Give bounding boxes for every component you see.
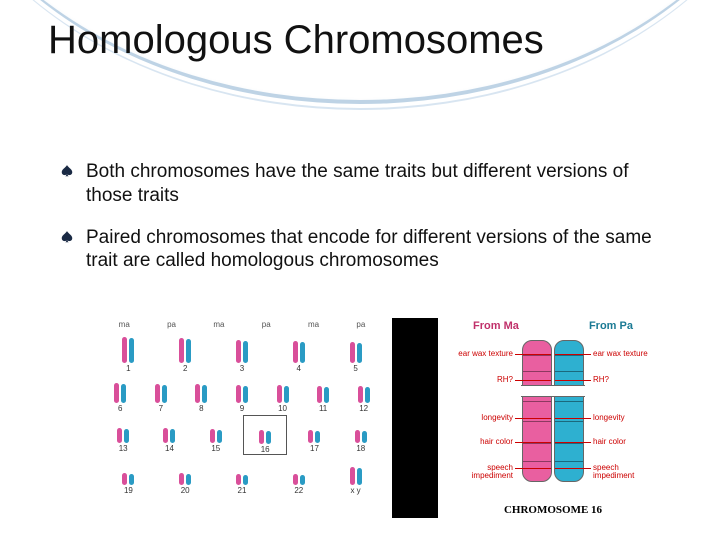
bullet-item: Paired chromosomes that encode for diffe…: [60, 226, 660, 274]
karyotype-pair: 18: [342, 415, 380, 455]
karyotype-pair: 12: [345, 375, 383, 413]
from-ma-label: From Ma: [473, 320, 519, 332]
chromosome16-figure: From Ma From Pa ear wax texture RH? longev…: [438, 318, 668, 518]
bullet-text: Paired chromosomes that encode for diffe…: [86, 226, 660, 274]
karyotype-figure: mapamapamapa 1 2 3 4 5 6 7: [92, 318, 438, 518]
karyotype-pair: 8: [182, 375, 220, 413]
chromatid-pa: [554, 340, 584, 482]
trait-label: RH?: [497, 376, 513, 384]
trait-label: longevity: [593, 414, 625, 422]
trait-label: ear wax texture: [593, 350, 648, 358]
trait-label: hair color: [480, 438, 513, 446]
karyotype-pair: 16: [243, 415, 287, 455]
karyotype-pair: 15: [197, 415, 235, 455]
karyotype-pair: 19: [109, 457, 147, 495]
trait-label: longevity: [481, 414, 513, 422]
chromatid-ma: [522, 340, 552, 482]
spade-icon: [60, 230, 74, 244]
karyotype-top-labels: mapamapamapa: [92, 318, 392, 329]
spade-icon: [60, 164, 74, 178]
karyotype-pair: 9: [223, 375, 261, 413]
karyotype-pair: 11: [304, 375, 342, 413]
karyotype-pair: 22: [280, 457, 318, 495]
trait-label: speechimpediment: [472, 464, 513, 480]
karyotype-pair: 5: [337, 335, 375, 373]
trait-label: RH?: [593, 376, 609, 384]
karyotype-pair: 20: [166, 457, 204, 495]
trait-label: speechimpediment: [593, 464, 634, 480]
karyotype-pair: 4: [280, 335, 318, 373]
chromosome16-body: [522, 340, 584, 482]
karyotype-pair: 3: [223, 335, 261, 373]
karyotype-pair: 2: [166, 335, 204, 373]
karyotype-pair: 14: [150, 415, 188, 455]
bullet-text: Both chromosomes have the same traits bu…: [86, 160, 660, 208]
karyotype-pair: 10: [264, 375, 302, 413]
chromosome16-caption: CHROMOSOME 16: [438, 504, 668, 516]
slide-title: Homologous Chromosomes: [48, 18, 672, 63]
karyotype-pair: 6: [101, 375, 139, 413]
karyotype-pair: 17: [295, 415, 333, 455]
karyotype-pair: 21: [223, 457, 261, 495]
figure-row: mapamapamapa 1 2 3 4 5 6 7: [92, 318, 668, 518]
bullet-list: Both chromosomes have the same traits bu…: [60, 160, 660, 291]
karyotype-pair: x y: [337, 457, 375, 495]
karyotype-pair: 13: [104, 415, 142, 455]
karyotype-pair: 1: [109, 335, 147, 373]
karyotype-pair: 7: [142, 375, 180, 413]
bullet-item: Both chromosomes have the same traits bu…: [60, 160, 660, 208]
trait-label: ear wax texture: [458, 350, 513, 358]
from-pa-label: From Pa: [589, 320, 633, 332]
trait-label: hair color: [593, 438, 626, 446]
